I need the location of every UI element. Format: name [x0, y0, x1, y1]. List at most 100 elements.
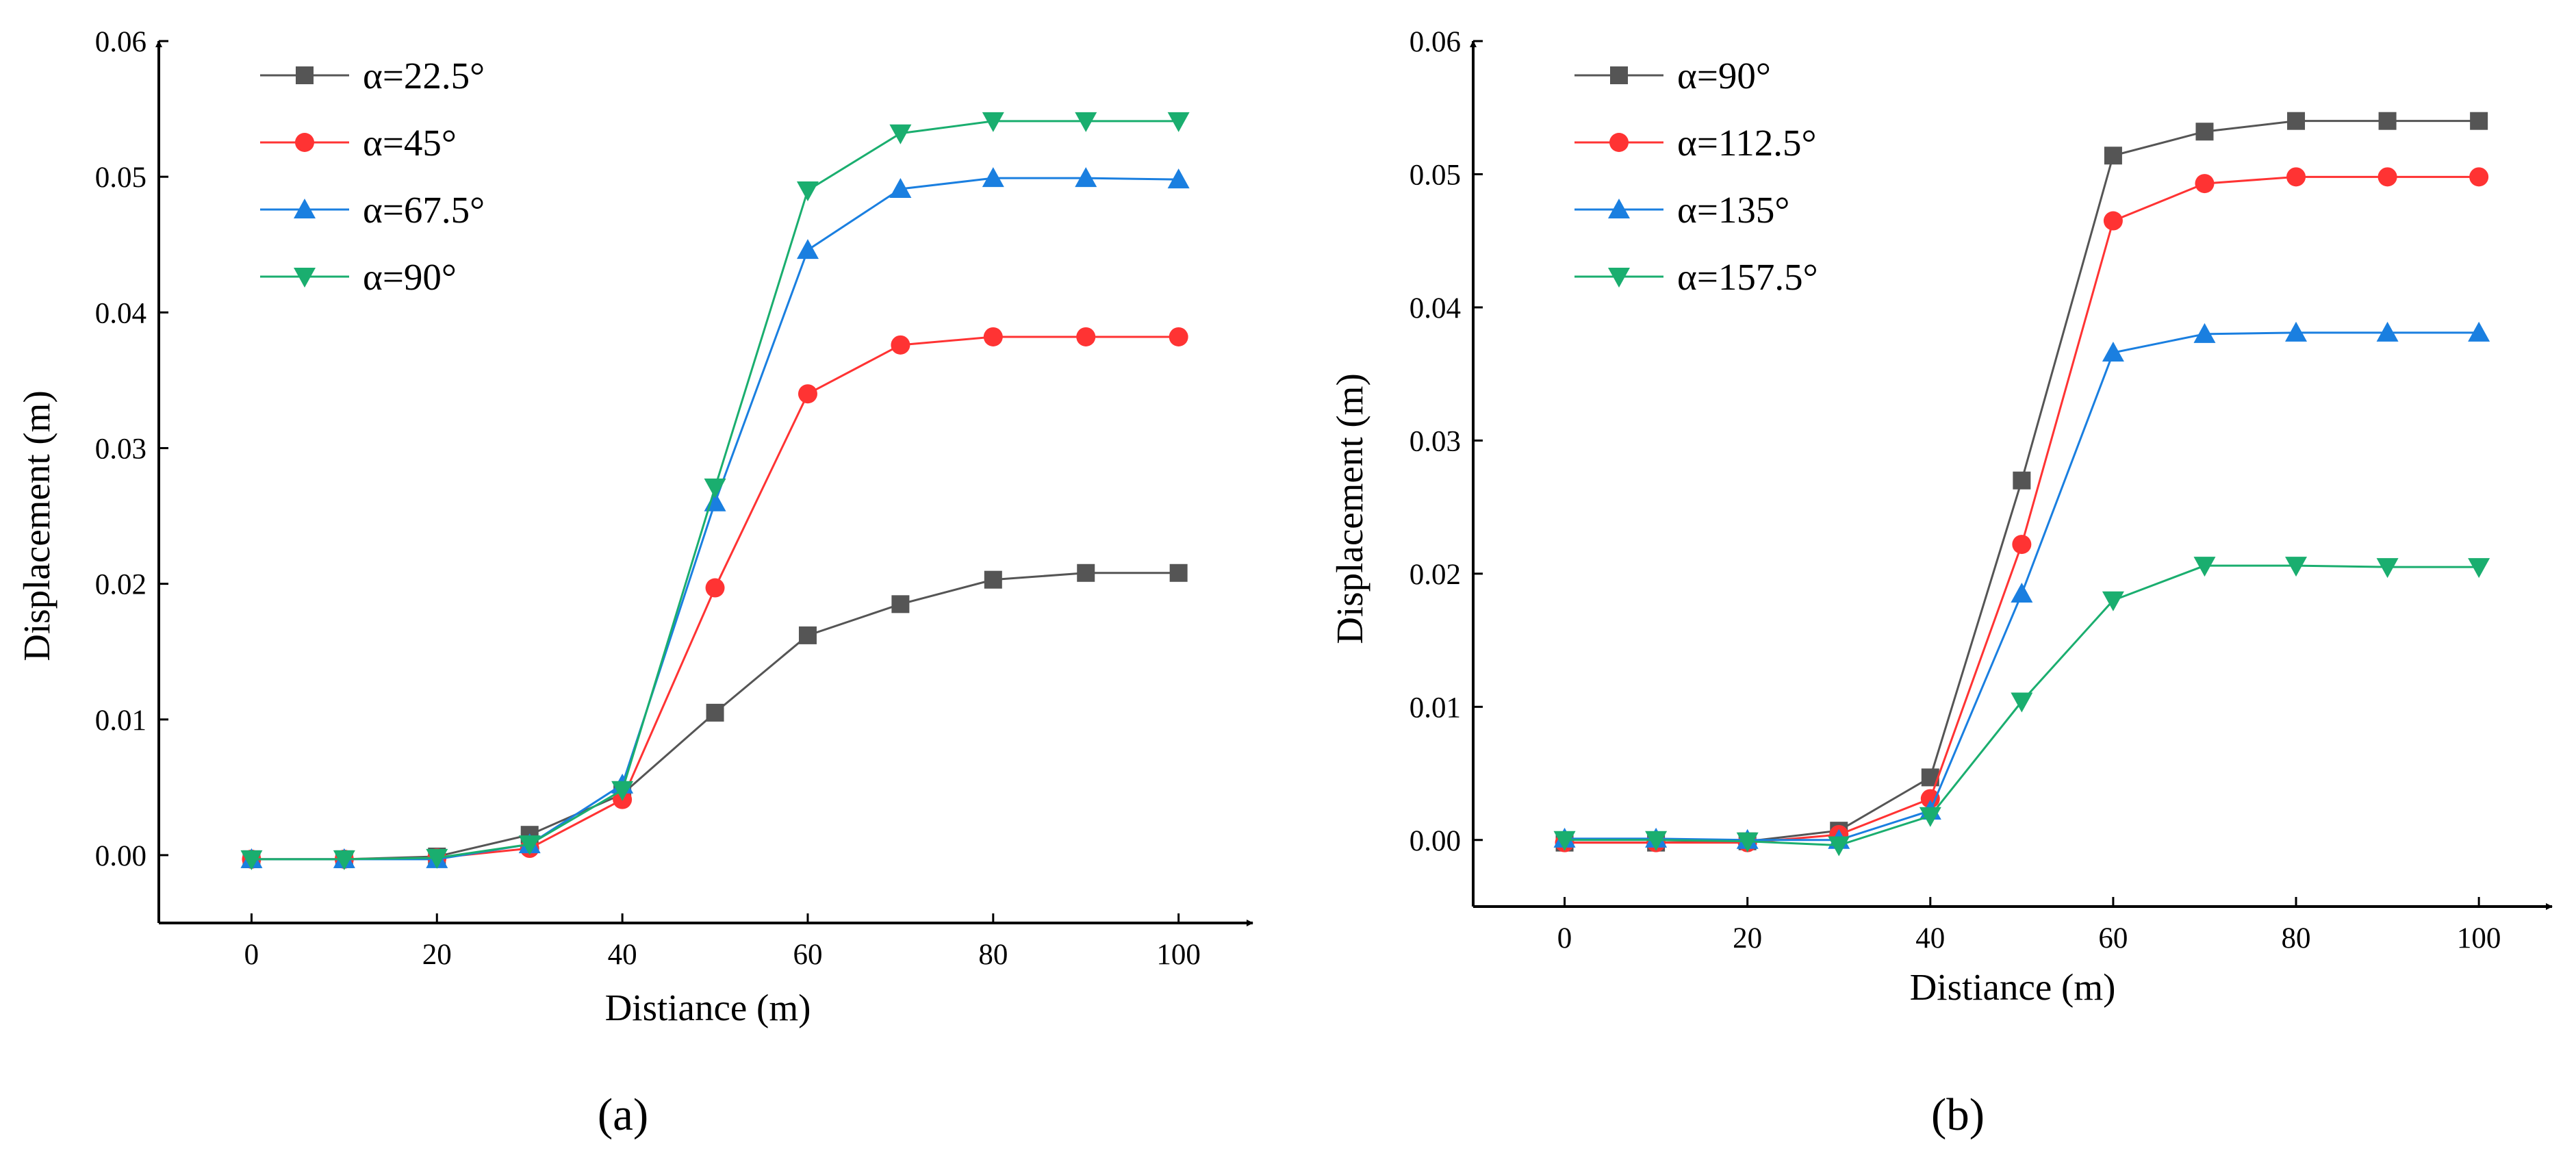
legend-item: α=157.5°: [1574, 256, 1818, 298]
data-point: [426, 848, 448, 869]
data-point: [1075, 167, 1097, 188]
data-point: [2468, 321, 2490, 342]
legend-item: α=90°: [260, 256, 457, 298]
data-point: [2377, 167, 2397, 187]
legend-label: α=67.5°: [363, 189, 485, 231]
y-tick-label-a: 0.05: [95, 162, 146, 194]
y-tick-label-b: 0.05: [1410, 159, 1461, 191]
y-tick-label-b: 0.04: [1410, 292, 1461, 325]
data-point: [1075, 112, 1097, 132]
x-tick-label-a: 20: [422, 939, 452, 971]
data-point: [2103, 211, 2123, 231]
data-point: [1736, 832, 1759, 852]
data-point: [2011, 692, 2033, 713]
data-point: [704, 478, 726, 498]
data-point: [2011, 583, 2033, 603]
data-point: [796, 181, 819, 201]
legend-swatch-marker: [296, 66, 314, 84]
data-point: [2013, 471, 2031, 490]
legend-label: α=45°: [363, 122, 457, 164]
y-tick-label-b: 0.01: [1410, 692, 1461, 724]
data-point: [2287, 112, 2306, 130]
data-point: [2012, 535, 2032, 555]
data-point: [1169, 564, 1188, 582]
data-point: [798, 384, 817, 404]
legend-swatch-marker: [1608, 199, 1630, 218]
chart-panel-b: 0 20 40 60 80 100 0.00 0.01 0.02 0.03 0.04 0.05 0.06…: [1329, 26, 2553, 1140]
legend-item: α=67.5°: [260, 189, 485, 231]
y-tick-label-a: 0.03: [95, 433, 146, 465]
data-point: [1553, 831, 1576, 851]
legend-swatch-marker: [294, 268, 316, 288]
y-tick-label-a: 0.01: [95, 705, 146, 737]
legend-label: α=135°: [1677, 189, 1789, 231]
x-tick-label-b: 60: [2098, 922, 2128, 954]
x-tick-label-b: 0: [1557, 922, 1572, 954]
legend-swatch-marker: [1610, 66, 1628, 84]
data-point: [1645, 831, 1668, 851]
series-b-3: [1553, 321, 2490, 849]
data-point: [2378, 112, 2397, 130]
series-a-4: [240, 112, 1190, 870]
legend-swatch-marker: [1609, 133, 1629, 152]
data-point: [889, 124, 912, 144]
data-point: [2468, 558, 2490, 579]
data-point: [2104, 147, 2122, 165]
x-axis-label-a: Distiance (m): [605, 987, 811, 1028]
data-point: [984, 570, 1002, 589]
legend-label: α=90°: [1677, 55, 1771, 97]
y-tick-label-a: 0.06: [95, 26, 146, 58]
legend-swatch-marker: [295, 133, 314, 152]
data-point: [2102, 591, 2124, 611]
y-tick-label-b: 0.00: [1410, 825, 1461, 857]
data-point: [2195, 174, 2215, 194]
series-a-1: [242, 564, 1188, 868]
legend-swatch-marker: [1608, 268, 1630, 288]
series-b-4: [1553, 557, 2490, 857]
y-tick-label-b: 0.06: [1410, 26, 1461, 58]
data-point: [1169, 327, 1188, 346]
x-tick-label-a: 60: [793, 939, 822, 971]
y-tick-label-a: 0.00: [95, 840, 146, 872]
axes-a: 0 20 40 60 80 100 0.00 0.01 0.02 0.03 0.04 0.05 0.06: [95, 26, 1253, 971]
data-point: [706, 703, 724, 722]
data-point: [2469, 167, 2489, 187]
data-point: [1076, 327, 1096, 346]
x-tick-label-b: 100: [2457, 922, 2501, 954]
legend-item: α=112.5°: [1574, 122, 1817, 164]
data-point: [2102, 342, 2124, 362]
data-point: [333, 850, 355, 870]
x-tick-label-a: 80: [978, 939, 1008, 971]
data-point: [518, 835, 541, 856]
series-line: [251, 336, 1179, 861]
panel-label-a: (a): [598, 1089, 648, 1140]
data-point: [2193, 557, 2216, 577]
data-point: [982, 112, 1004, 132]
data-point: [2195, 123, 2214, 141]
x-axis-label-b: Distiance (m): [1910, 966, 2116, 1008]
data-point: [891, 335, 910, 355]
y-axis-label-b: Displacement (m): [1329, 373, 1370, 644]
data-point: [2285, 321, 2308, 342]
data-point: [1167, 112, 1190, 132]
y-tick-label-b: 0.03: [1410, 425, 1461, 457]
legend-label: α=112.5°: [1677, 122, 1817, 164]
legend-item: α=90°: [1574, 55, 1771, 97]
data-point: [891, 595, 910, 613]
axes-b: 0 20 40 60 80 100 0.00 0.01 0.02 0.03 0.04 0.05 0.06: [1410, 26, 2553, 954]
data-point: [611, 781, 634, 801]
data-point: [1167, 168, 1190, 189]
panel-label-b: (b): [1931, 1089, 1985, 1140]
x-tick-label-a: 100: [1156, 939, 1201, 971]
x-tick-label-b: 80: [2282, 922, 2311, 954]
y-axis-label-a: Displacement (m): [16, 390, 58, 661]
x-tick-label-b: 40: [1915, 922, 1945, 954]
data-point: [798, 626, 817, 644]
legend-label: α=157.5°: [1677, 256, 1818, 298]
legend-item: α=135°: [1574, 189, 1789, 231]
legend-b: α=90° α=112.5° α=135° α=157.5°: [1574, 55, 1818, 298]
data-point: [1828, 836, 1850, 857]
legend-a: α=22.5° α=45° α=67.5° α=90°: [260, 55, 485, 298]
legend-swatch-marker: [294, 199, 316, 218]
